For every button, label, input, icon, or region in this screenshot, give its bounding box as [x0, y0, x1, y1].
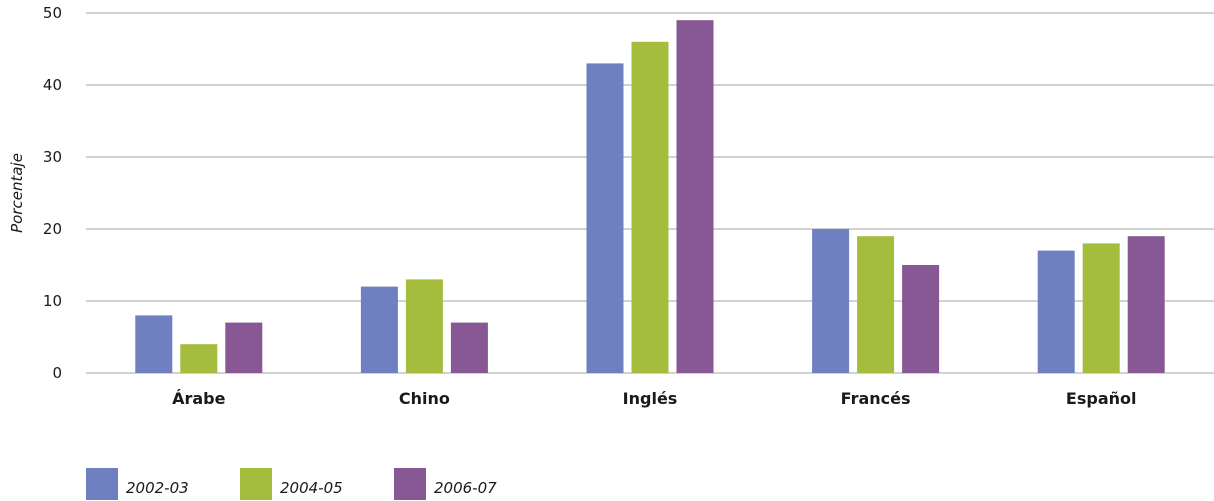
category-label: Francés [841, 389, 911, 408]
bar-2004-05-Chino [405, 279, 443, 373]
bar-2004-05-Árabe [180, 344, 218, 373]
bar-2002-03-Árabe [135, 315, 173, 373]
legend-label: 2006-07 [434, 479, 497, 497]
bar-2006-07-Francés [902, 265, 940, 373]
y-axis-title: Porcentaje [8, 153, 26, 233]
y-tick-label: 0 [52, 364, 62, 382]
y-tick-label: 10 [43, 292, 62, 310]
y-tick-label: 40 [43, 76, 62, 94]
bar-2006-07-Chino [450, 322, 488, 373]
bar-2004-05-Inglés [631, 41, 669, 374]
bars [135, 20, 1165, 374]
legend: 2002-03 2004-05 2006-07 [86, 468, 497, 500]
bar-2002-03-Francés [812, 229, 850, 373]
y-tick-label: 20 [43, 220, 62, 238]
legend-swatch [240, 468, 272, 500]
bar-2002-03-Inglés [586, 63, 624, 374]
legend-label: 2002-03 [126, 479, 189, 497]
bar-2004-05-Español [1082, 243, 1120, 373]
y-tick-label: 50 [43, 4, 62, 22]
bar-2004-05-Francés [857, 236, 895, 373]
bar-2006-07-Español [1127, 236, 1165, 373]
bar-2006-07-Inglés [676, 20, 714, 373]
category-label: Español [1066, 389, 1137, 408]
category-label: Inglés [623, 389, 678, 408]
x-axis-category-labels: Árabe Chino Inglés Francés Español [172, 389, 1136, 408]
legend-label: 2004-05 [280, 479, 343, 497]
y-axis-ticks: 0 10 20 30 40 50 [43, 4, 62, 382]
bar-2002-03-Español [1037, 250, 1075, 373]
category-label: Chino [399, 389, 450, 408]
bar-2002-03-Chino [360, 286, 398, 373]
legend-swatch [394, 468, 426, 500]
y-tick-label: 30 [43, 148, 62, 166]
bar-2006-07-Árabe [225, 322, 263, 373]
legend-swatch [86, 468, 118, 500]
category-label: Árabe [172, 389, 226, 408]
